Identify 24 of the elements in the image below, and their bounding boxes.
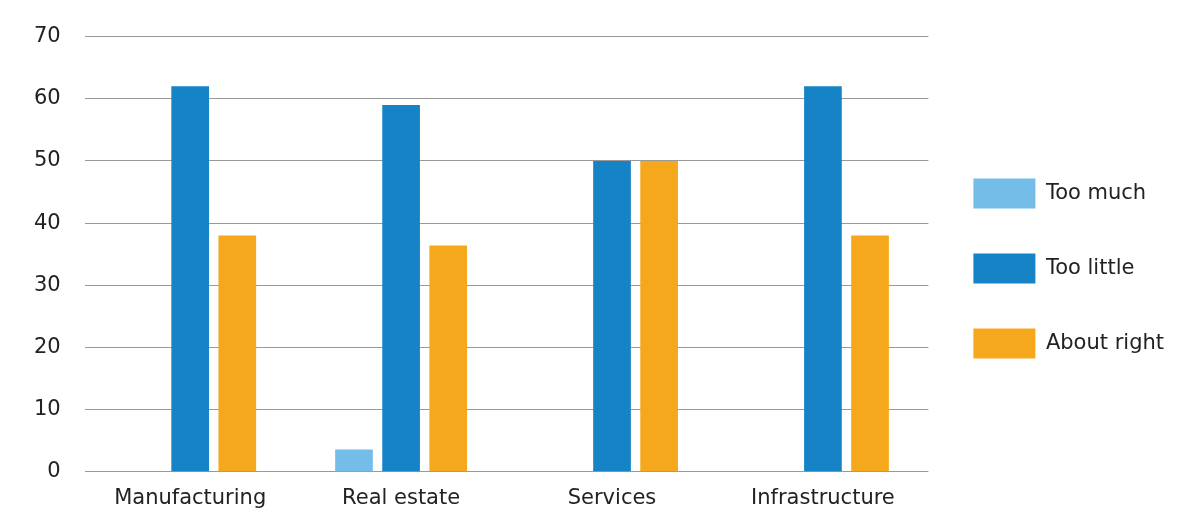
bar [640, 160, 678, 472]
y-tick-label: 0 [47, 458, 61, 483]
y-tick-label: 50 [33, 147, 61, 172]
bar [851, 235, 889, 472]
y-tick-label: 30 [33, 271, 61, 296]
bar [593, 160, 631, 472]
x-tick-label: Services [567, 484, 657, 509]
bar [804, 86, 842, 472]
legend-label: About right [1045, 329, 1164, 354]
bar [382, 104, 420, 472]
bar [218, 235, 257, 472]
x-tick-label: Infrastructure [751, 484, 895, 509]
legend-label: Too much [1044, 179, 1147, 204]
x-tick-label: Real estate [342, 484, 461, 509]
y-tick-label: 70 [33, 23, 61, 48]
y-tick-label: 60 [33, 85, 61, 110]
bar [335, 449, 373, 472]
y-tick-label: 40 [33, 209, 61, 234]
bar [171, 86, 210, 472]
x-tick-label: Manufacturing [114, 484, 267, 509]
y-tick-label: 20 [33, 333, 61, 358]
bar [429, 245, 468, 472]
legend-label: Too little [1044, 254, 1135, 279]
y-tick-label: 10 [33, 396, 61, 421]
